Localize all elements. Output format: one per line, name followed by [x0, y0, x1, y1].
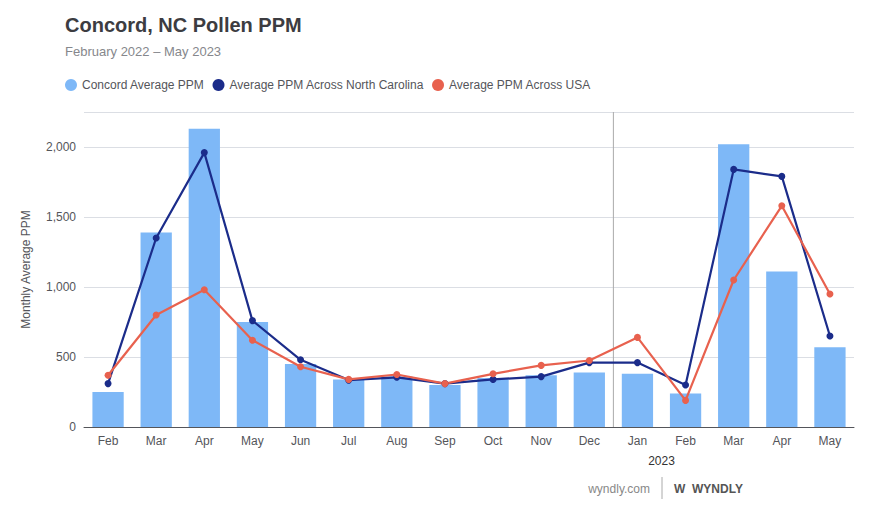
- svg-text:Average PPM Across USA: Average PPM Across USA: [449, 78, 590, 92]
- svg-text:Average PPM Across North Carol: Average PPM Across North Carolina: [230, 78, 424, 92]
- svg-text:1,500: 1,500: [46, 210, 76, 224]
- svg-text:0: 0: [69, 420, 76, 434]
- svg-text:wyndly.com: wyndly.com: [587, 482, 650, 496]
- svg-text:Apr: Apr: [772, 434, 791, 448]
- svg-text:Jun: Jun: [291, 434, 310, 448]
- svg-text:Jul: Jul: [341, 434, 356, 448]
- svg-text:Feb: Feb: [98, 434, 119, 448]
- svg-text:May: May: [241, 434, 264, 448]
- svg-text:Sep: Sep: [434, 434, 456, 448]
- svg-text:Oct: Oct: [484, 434, 503, 448]
- svg-text:Apr: Apr: [195, 434, 214, 448]
- svg-text:Aug: Aug: [386, 434, 407, 448]
- svg-text:500: 500: [56, 350, 76, 364]
- svg-text:Dec: Dec: [579, 434, 600, 448]
- svg-text:2023: 2023: [648, 454, 675, 468]
- svg-text:Mar: Mar: [146, 434, 167, 448]
- svg-text:Feb: Feb: [675, 434, 696, 448]
- svg-text:W WYNDLY: W WYNDLY: [674, 482, 743, 496]
- svg-text:Jan: Jan: [628, 434, 647, 448]
- svg-text:Nov: Nov: [531, 434, 552, 448]
- svg-text:May: May: [819, 434, 842, 448]
- svg-text:2,000: 2,000: [46, 140, 76, 154]
- svg-text:Mar: Mar: [723, 434, 744, 448]
- svg-text:Monthly Average PPM: Monthly Average PPM: [19, 210, 33, 329]
- svg-text:1,000: 1,000: [46, 280, 76, 294]
- svg-text:Concord, NC Pollen PPM: Concord, NC Pollen PPM: [65, 14, 302, 36]
- svg-text:February 2022 – May 2023: February 2022 – May 2023: [65, 44, 221, 59]
- svg-text:Concord Average PPM: Concord Average PPM: [82, 78, 204, 92]
